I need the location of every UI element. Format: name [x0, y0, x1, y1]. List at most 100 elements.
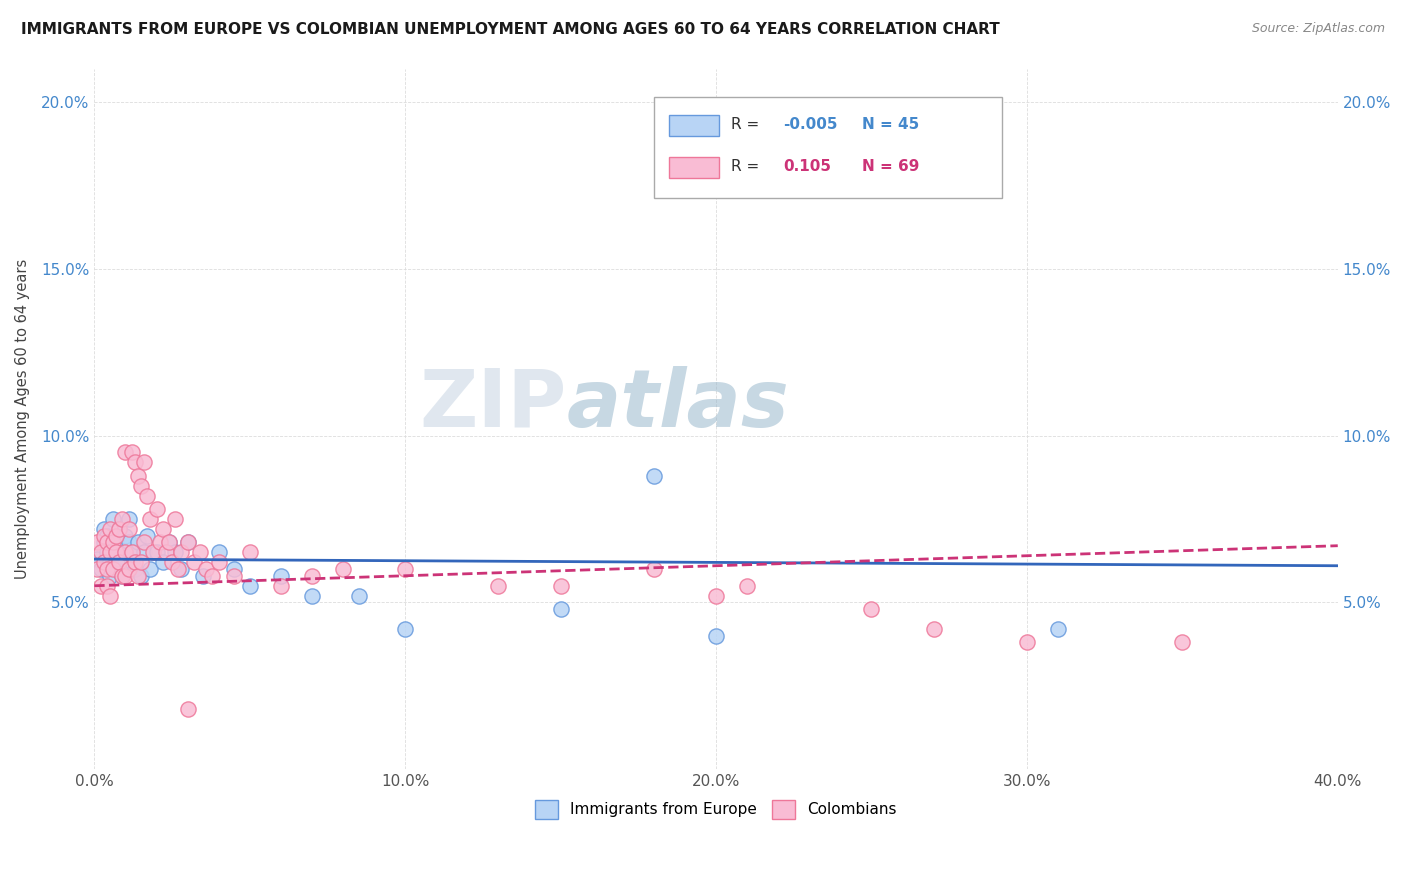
Point [152, 555, 174, 569]
Point [550, 602, 572, 616]
Point [111, 568, 134, 582]
Point [90, 562, 112, 576]
FancyBboxPatch shape [669, 115, 718, 136]
Point [704, 589, 727, 603]
Point [488, 579, 510, 593]
Point [176, 702, 198, 716]
Point [101, 535, 124, 549]
Point [239, 545, 262, 559]
Point [117, 535, 139, 549]
Point [105, 545, 128, 559]
Point [704, 629, 727, 643]
Text: IMMIGRANTS FROM EUROPE VS COLOMBIAN UNEMPLOYMENT AMONG AGES 60 TO 64 YEARS CORRE: IMMIGRANTS FROM EUROPE VS COLOMBIAN UNEM… [21, 22, 1000, 37]
Text: ZIP: ZIP [419, 366, 567, 444]
Point [239, 579, 262, 593]
Point [155, 545, 177, 559]
Point [301, 568, 323, 582]
Point [127, 568, 149, 582]
Point [105, 529, 128, 543]
Point [1171, 635, 1194, 649]
Point [114, 545, 136, 559]
Point [90, 545, 112, 559]
Point [1015, 635, 1038, 649]
Point [132, 545, 155, 559]
Point [224, 562, 246, 576]
Point [117, 562, 139, 576]
Point [165, 545, 187, 559]
Point [114, 545, 136, 559]
Point [114, 568, 136, 582]
FancyBboxPatch shape [654, 96, 1002, 198]
Point [188, 545, 211, 559]
Point [114, 445, 136, 459]
Point [111, 568, 134, 582]
Point [139, 512, 162, 526]
Point [142, 545, 165, 559]
Point [117, 512, 139, 526]
Point [108, 522, 131, 536]
Point [124, 555, 146, 569]
Point [124, 562, 146, 576]
Point [127, 535, 149, 549]
Point [176, 535, 198, 549]
Point [270, 568, 292, 582]
Point [183, 555, 205, 569]
Point [157, 535, 180, 549]
Point [101, 562, 124, 576]
Point [301, 589, 323, 603]
Point [86, 562, 108, 576]
Point [170, 562, 193, 576]
Y-axis label: Unemployment Among Ages 60 to 64 years: Unemployment Among Ages 60 to 64 years [15, 259, 30, 579]
Point [98, 589, 121, 603]
Point [108, 522, 131, 536]
Point [86, 535, 108, 549]
Point [145, 545, 167, 559]
Point [145, 502, 167, 516]
Point [167, 562, 190, 576]
Point [93, 522, 115, 536]
Point [93, 555, 115, 569]
Point [121, 555, 143, 569]
Point [121, 445, 143, 459]
FancyBboxPatch shape [669, 157, 718, 178]
Text: 0.105: 0.105 [783, 159, 831, 174]
Point [160, 555, 183, 569]
Point [208, 555, 231, 569]
Point [121, 545, 143, 559]
Point [105, 562, 128, 576]
Text: N = 69: N = 69 [862, 159, 920, 174]
Point [195, 562, 218, 576]
Text: Source: ZipAtlas.com: Source: ZipAtlas.com [1251, 22, 1385, 36]
Point [735, 579, 758, 593]
Point [121, 545, 143, 559]
Text: R =: R = [731, 117, 763, 132]
Text: R =: R = [731, 159, 763, 174]
Point [98, 555, 121, 569]
Point [550, 579, 572, 593]
Point [643, 468, 665, 483]
Point [860, 602, 883, 616]
Point [105, 535, 128, 549]
Point [98, 568, 121, 582]
Point [96, 535, 118, 549]
Point [96, 529, 118, 543]
Point [129, 478, 152, 492]
Point [101, 545, 124, 559]
Point [96, 562, 118, 576]
Point [332, 562, 354, 576]
Point [347, 589, 370, 603]
Text: N = 45: N = 45 [862, 117, 918, 132]
Point [152, 522, 174, 536]
Point [270, 579, 292, 593]
Point [176, 535, 198, 549]
Point [93, 529, 115, 543]
Point [201, 568, 224, 582]
Point [127, 468, 149, 483]
Point [149, 535, 172, 549]
Text: -0.005: -0.005 [783, 117, 838, 132]
Point [111, 512, 134, 526]
Point [93, 535, 115, 549]
Point [108, 555, 131, 569]
Point [1046, 622, 1069, 636]
Point [124, 455, 146, 469]
